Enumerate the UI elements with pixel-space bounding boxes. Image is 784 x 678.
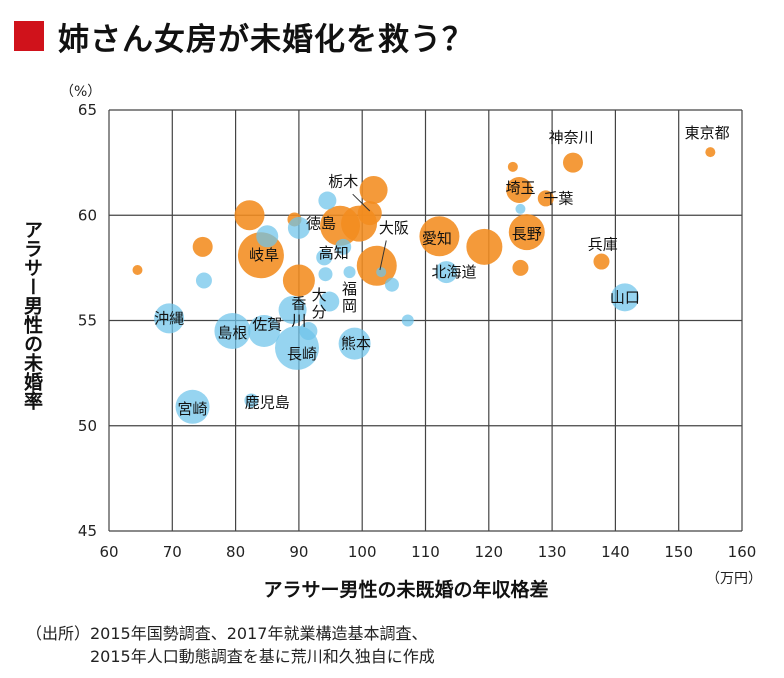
blue-bubble: [515, 203, 526, 214]
title-marker-icon: [14, 21, 44, 51]
point-label: 宮崎: [178, 400, 208, 418]
grid-layer: [108, 109, 743, 532]
x-axis-title: アラサー男性の未既婚の年収格差: [263, 578, 548, 601]
point-label: 熊本: [341, 335, 371, 353]
blue-bubble: [299, 322, 318, 341]
point-label: 鹿児島: [245, 394, 290, 412]
point-label: 北海道: [431, 263, 476, 281]
y-tick-label: 45: [78, 522, 97, 540]
x-tick-label: 90: [289, 543, 308, 561]
point-label: 兵庫: [588, 236, 618, 254]
point-label: 栃木: [328, 173, 358, 191]
orange-bubble: [506, 176, 533, 203]
orange-bubble: [192, 236, 213, 257]
point-label: 愛知: [422, 229, 452, 247]
point-label: 高知: [319, 244, 349, 262]
point-label: 岐阜: [249, 246, 279, 264]
blue-bubble: [435, 261, 458, 284]
x-tick-label: 140: [601, 543, 630, 561]
blue-bubble: [154, 303, 185, 334]
blue-bubble: [318, 191, 337, 210]
y-tick-label: 55: [78, 312, 97, 330]
orange-bubble: [359, 175, 388, 204]
blue-bubble: [256, 225, 279, 248]
orange-bubble: [512, 259, 529, 276]
point-label: 山口: [610, 288, 640, 306]
orange-bubble: [356, 245, 397, 286]
point-label: 千葉: [543, 189, 573, 207]
blue-bubble: [318, 267, 333, 282]
blue-bubble: [335, 238, 352, 255]
blue-bubble: [338, 327, 371, 360]
orange-bubble: [466, 228, 503, 265]
blue-bubble: [610, 283, 639, 312]
y-tick-label: 60: [78, 206, 97, 224]
point-label: 福: [342, 280, 357, 298]
x-tick-label: 130: [538, 543, 567, 561]
blue-bubble: [376, 267, 387, 278]
point-label: 大: [312, 286, 327, 304]
blue-bubble: [343, 266, 356, 279]
blue-bubble: [214, 313, 251, 350]
point-label: 岡: [342, 297, 357, 315]
y-axis-title: アラサー男性の未婚率: [21, 220, 44, 411]
x-unit-label: （万円）: [706, 571, 762, 587]
point-label: 埼玉: [505, 179, 535, 197]
orange-bubble: [132, 264, 143, 275]
y-unit-label: （%）: [60, 84, 101, 100]
orange-bubble: [357, 201, 382, 226]
point-label: 大阪: [379, 219, 409, 237]
blue-bubble: [384, 277, 399, 292]
point-label: 島根: [217, 324, 247, 342]
blue-bubble: [244, 393, 259, 408]
x-tick-label: 100: [348, 543, 377, 561]
point-label: 香: [291, 295, 306, 313]
blue-bubble: [278, 295, 307, 324]
orange-bubble: [234, 200, 265, 231]
point-label: 沖縄: [154, 309, 184, 327]
y-tick-label: 65: [78, 101, 97, 119]
x-tick-label: 120: [474, 543, 503, 561]
x-tick-label: 160: [728, 543, 757, 561]
blue-bubble: [319, 291, 340, 312]
title-bar: 姉さん女房が未婚化を救う？: [14, 14, 474, 58]
point-label: 分: [312, 303, 327, 321]
point-label: 長野: [512, 225, 542, 243]
orange-bubble: [593, 253, 610, 270]
x-tick-label: 60: [99, 543, 118, 561]
bubble-layer: [132, 147, 716, 424]
leader-layer: [352, 193, 387, 271]
point-label: 東京都: [685, 124, 730, 142]
orange-bubble: [419, 216, 460, 257]
blue-bubble: [248, 315, 281, 348]
y-tick-label: 50: [78, 417, 97, 435]
page-title: 姉さん女房が未婚化を救う？: [58, 21, 474, 58]
orange-bubble: [705, 147, 716, 158]
source-note: （出所）2015年国勢調査、2017年就業構造基本調査、 2015年人口動態調査…: [26, 624, 435, 666]
orange-bubble: [562, 152, 583, 173]
leader-line: [379, 240, 387, 271]
x-tick-label: 70: [163, 543, 182, 561]
orange-bubble: [282, 264, 315, 297]
point-label: 川: [291, 312, 306, 330]
x-tick-label: 150: [664, 543, 693, 561]
point-label: 長崎: [287, 345, 317, 363]
x-tick-label: 80: [226, 543, 245, 561]
x-tick-label: 110: [411, 543, 440, 561]
blue-bubble: [175, 389, 210, 424]
point-label: 神奈川: [549, 128, 594, 146]
orange-bubble: [508, 214, 545, 251]
tick-layer: 60 70 80 90 100 110 120 130 140 150 160 45 50 55 60 65: [78, 101, 756, 561]
orange-bubble: [507, 161, 518, 172]
blue-bubble: [316, 249, 333, 266]
point-label: 佐賀: [252, 316, 282, 334]
blue-bubble: [195, 272, 212, 289]
point-label: 徳島: [306, 215, 336, 233]
blue-bubble: [287, 216, 310, 239]
leader-line: [352, 193, 371, 212]
blue-bubble: [401, 314, 414, 327]
orange-bubble: [537, 190, 554, 207]
